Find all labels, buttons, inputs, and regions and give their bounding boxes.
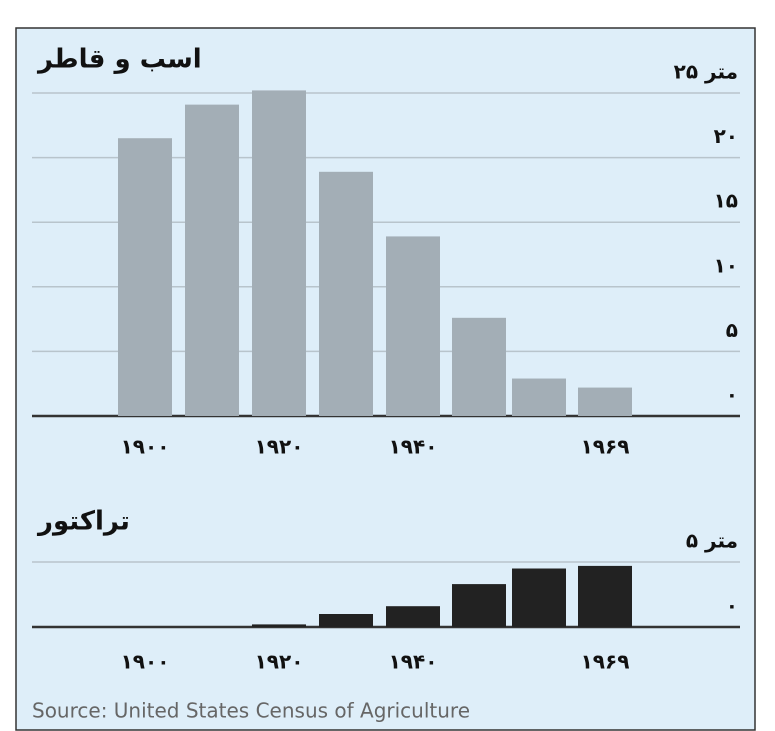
bar [386,236,440,416]
x-tick-label: ۱۹۲۰ [255,435,304,459]
x-tick-label: ۱۹۰۰ [121,435,170,459]
y-tick-label: ۰ [726,383,738,407]
bar [319,171,373,416]
x-tick-label: ۱۹۶۹ [581,435,630,459]
y-tick-label: ۲۰ [714,124,738,148]
bar [578,387,632,416]
source-note: Source: United States Census of Agricult… [32,699,470,723]
bar [578,565,632,627]
x-tick-label: ۱۹۴۰ [389,650,438,674]
bar [252,90,306,416]
y-tick-label: ۱۵ [714,189,738,213]
x-tick-label: ۱۹۲۰ [255,650,304,674]
bar [252,624,306,627]
chart-title: تراکتور [36,507,130,537]
y-tick-label: ۵ متر [686,529,738,553]
y-tick-label: ۱۰ [714,253,738,277]
bar [185,104,239,417]
bar [319,614,373,627]
bar [386,606,440,627]
bar [118,138,172,416]
y-tick-label: ۰ [726,594,738,618]
bar [452,584,506,627]
bar [512,378,566,416]
chart-title: اسب و قاطر [36,45,202,75]
x-tick-label: ۱۹۶۹ [581,650,630,674]
bar [452,317,506,416]
x-tick-label: ۱۹۰۰ [121,650,170,674]
x-tick-label: ۱۹۴۰ [389,435,438,459]
y-tick-label: ۲۵ متر [674,60,738,84]
y-tick-label: ۵ [726,318,738,342]
bar [512,568,566,627]
